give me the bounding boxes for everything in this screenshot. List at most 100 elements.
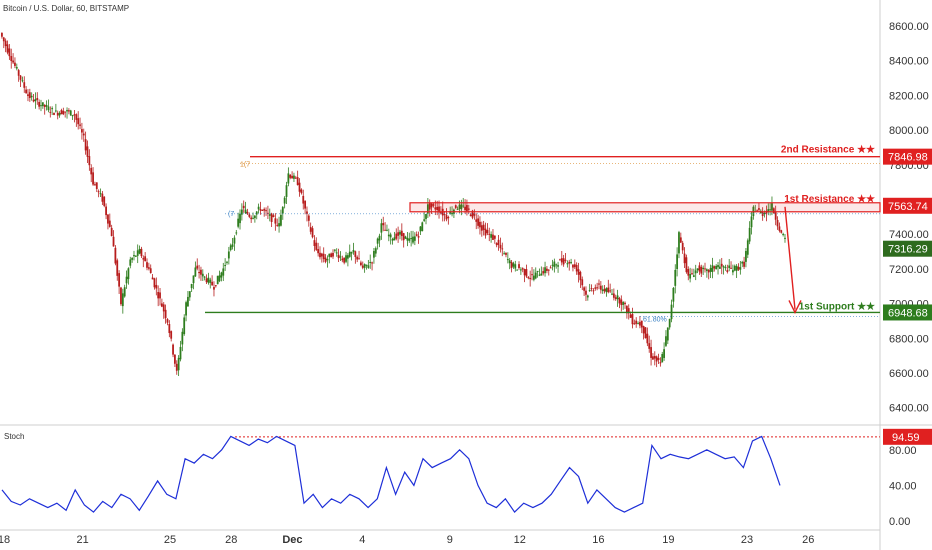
- candle-body: [666, 327, 669, 341]
- candle-body: [253, 215, 256, 219]
- candle-body: [532, 275, 535, 280]
- candle-body: [27, 94, 29, 97]
- candle-body: [674, 269, 677, 286]
- candle-body: [356, 256, 359, 260]
- candle-body: [205, 278, 208, 283]
- candle-body: [724, 267, 727, 269]
- candle-body: [389, 234, 392, 238]
- candle-body: [172, 344, 174, 355]
- candle-body: [280, 214, 282, 226]
- candle-body: [67, 110, 70, 112]
- candle-body: [237, 218, 240, 227]
- resistance-1-zone: [409, 202, 881, 213]
- candle-body: [190, 284, 193, 289]
- candle-body: [149, 268, 152, 273]
- candle-body: [153, 278, 156, 288]
- candle-body: [380, 223, 383, 233]
- candle-body: [155, 284, 158, 289]
- candle-body: [110, 227, 113, 237]
- candle-body: [341, 258, 344, 261]
- candle-body: [319, 252, 321, 258]
- candle-body: [218, 275, 221, 282]
- stoch-tick-label: 40.00: [889, 480, 917, 492]
- candle-body: [557, 265, 559, 267]
- candle-body: [214, 285, 217, 287]
- candle-body: [492, 234, 494, 240]
- candle-body: [691, 273, 693, 275]
- candle-body: [748, 227, 751, 242]
- candle-body: [239, 213, 241, 224]
- candle-body: [449, 211, 452, 215]
- candle-body: [373, 251, 375, 258]
- candle-body: [635, 320, 638, 324]
- candle-body: [650, 347, 652, 358]
- candle-body: [90, 167, 93, 175]
- candle-body: [499, 244, 502, 249]
- candle-body: [611, 293, 613, 295]
- candle-body: [475, 219, 478, 222]
- time-tick-label: Dec: [282, 534, 302, 546]
- candle-body: [166, 319, 169, 323]
- candle-body: [618, 298, 621, 304]
- candle-body: [69, 110, 72, 116]
- candle-body: [464, 206, 466, 211]
- candle-body: [60, 110, 63, 115]
- candle-body: [82, 133, 85, 136]
- candle-body: [560, 258, 563, 263]
- candle-body: [512, 263, 515, 267]
- candle-body: [54, 110, 57, 112]
- candle-body: [514, 264, 517, 269]
- price-tick-label: 8400.00: [889, 56, 929, 68]
- candle-body: [170, 331, 173, 339]
- candle-body: [400, 230, 403, 237]
- stoch-line: [1, 435, 781, 514]
- candle-body: [129, 259, 132, 266]
- candle-body: [17, 70, 20, 76]
- candle-body: [376, 238, 379, 244]
- candle-body: [311, 228, 314, 238]
- candle-body: [201, 273, 204, 277]
- candle-body: [771, 203, 773, 211]
- candle-body: [220, 272, 223, 278]
- candle-body: [756, 210, 758, 212]
- time-tick-label: 28: [225, 534, 237, 546]
- candle-body: [369, 261, 372, 263]
- candle-body: [244, 209, 247, 214]
- candle-body: [92, 172, 94, 185]
- candle-body: [41, 102, 44, 107]
- candle-body: [471, 210, 474, 218]
- stoch-level-badge-bg: [883, 428, 932, 445]
- candle-body: [229, 245, 232, 251]
- candle-body: [516, 269, 519, 271]
- candle-body: [79, 124, 81, 126]
- candle-body: [451, 212, 453, 215]
- candle-body: [75, 114, 78, 120]
- candle-body: [330, 253, 333, 258]
- candle-body: [631, 314, 634, 325]
- candle-body: [493, 235, 496, 239]
- candle-body: [263, 208, 266, 211]
- candle-body: [601, 289, 604, 291]
- candle-body: [549, 267, 552, 269]
- candle-body: [179, 346, 182, 360]
- candle-body: [460, 204, 463, 210]
- candle-body: [211, 281, 214, 286]
- time-tick-label: 23: [741, 534, 753, 546]
- candle-body: [358, 258, 360, 260]
- candle-body: [250, 217, 253, 220]
- candle-body: [47, 106, 50, 111]
- candle-body: [38, 101, 41, 107]
- candle-body: [711, 265, 714, 272]
- candle-body: [233, 237, 236, 244]
- price-tick-label: 8200.00: [889, 90, 929, 102]
- candle-body: [700, 266, 703, 274]
- candle-body: [735, 265, 738, 271]
- candle-body: [227, 251, 230, 259]
- candle-body: [629, 314, 632, 318]
- candle-body: [306, 211, 308, 214]
- candle-body: [655, 356, 658, 362]
- candle-body: [698, 265, 701, 272]
- candle-body: [774, 212, 777, 220]
- candle-body: [53, 112, 55, 115]
